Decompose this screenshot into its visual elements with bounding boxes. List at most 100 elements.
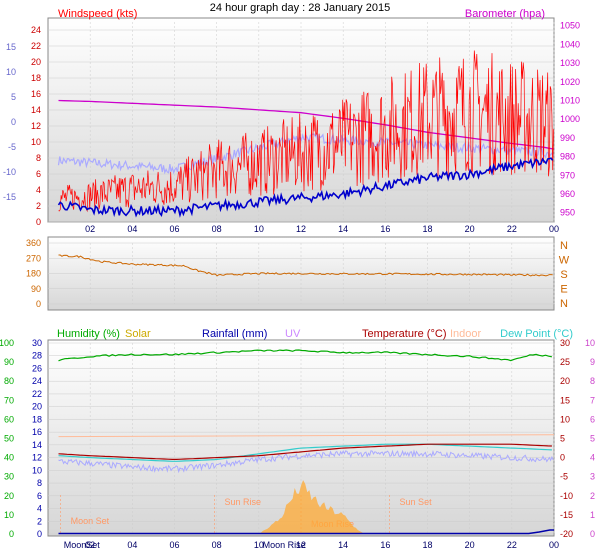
x-tick-label: 18 [422,224,432,234]
direction-tick-label: 270 [26,253,41,263]
uv-tick-label: 6 [590,414,595,424]
temp-tick-label: -10 [560,491,573,501]
rainfall-tick-label: 30 [32,338,42,348]
rainfall-tick-label: 10 [32,465,42,475]
rainfall-tick-label: 28 [32,351,42,361]
barometer-label: Barometer (hpa) [465,8,545,20]
humidity-tick-label: 90 [4,357,14,367]
uv-tick-label: 5 [590,434,595,444]
humidity-tick-label: 30 [4,472,14,482]
rainfall-tick-label: 26 [32,363,42,373]
x-tick-label: 08 [212,540,222,550]
rainfall-tick-label: 2 [37,516,42,526]
uv-tick-label: 10 [585,338,595,348]
x-tick-label: 00 [549,224,559,234]
uv-tick-label: 8 [590,376,595,386]
windspeed-series [58,50,554,213]
event-label: Sun Rise [225,497,262,507]
barometer-tick-label: 970 [560,170,575,180]
wind-tick-label: 18 [31,73,41,83]
alt-tick-label: -15 [3,192,16,202]
x-tick-label: 08 [212,224,222,234]
x-tick-label: 06 [169,224,179,234]
solar-area [258,480,365,534]
rainfall-tick-label: 14 [32,440,42,450]
wind-tick-label: 2 [36,201,41,211]
direction-tick-label: 90 [31,284,41,294]
chart-title: 24 hour graph day : 28 January 2015 [210,2,390,14]
x-tick-label: 02 [85,224,95,234]
x-tick-label: 18 [422,540,432,550]
temperature-series [58,443,552,460]
compass-label: N [560,240,568,252]
rainfall-series [58,529,554,535]
direction-series [58,254,553,277]
x-tick-label: 00 [549,540,559,550]
barometer-tick-label: 1030 [560,58,580,68]
wind-tick-label: 14 [31,105,41,115]
x-tick-label: 14 [338,224,348,234]
temp-tick-label: 30 [560,338,570,348]
barometer-series [58,99,555,150]
wind-tick-label: 8 [36,153,41,163]
barometer-tick-label: 950 [560,208,575,218]
wind-tick-label: 6 [36,169,41,179]
moonrise-axis-label: Moon Rise [263,540,306,550]
humidity-tick-label: 70 [4,395,14,405]
wind-series [57,50,555,218]
rainfall-tick-label: 4 [37,504,42,514]
direction-tick-label: 180 [26,269,41,279]
alt-tick-label: 5 [11,92,16,102]
humidity-tick-label: 10 [4,510,14,520]
temp-tick-label: 15 [560,395,570,405]
indoor-series [58,434,555,438]
barometer-tick-label: 960 [560,189,575,199]
compass-label: N [560,298,568,310]
rainfall-tick-label: 6 [37,491,42,501]
barometer-tick-label: 980 [560,152,575,162]
x-tick-label: 20 [465,224,475,234]
x-tick-label: 04 [127,540,137,550]
rainfall-tick-label: 12 [32,453,42,463]
x-tick-label: 12 [296,540,306,550]
alt-tick-label: 0 [11,117,16,127]
rainfall-tick-label: 0 [37,529,42,539]
x-tick-label: 20 [465,540,475,550]
wind-tick-label: 0 [36,217,41,227]
barometer-tick-label: 1040 [560,39,580,49]
barometer-tick-label: 990 [560,133,575,143]
humidity-label: Humidity (%) [57,328,120,340]
direction-tick-label: 360 [26,238,41,248]
humidity-tick-label: 80 [4,376,14,386]
rainfall-tick-label: 22 [32,389,42,399]
alt-tick-label: -5 [8,142,16,152]
rainfall-tick-label: 20 [32,402,42,412]
temp-tick-label: 0 [560,453,565,463]
compass-label: S [560,269,567,281]
dewpoint-series [58,443,552,462]
humidity-tick-label: 60 [4,414,14,424]
wind-tick-label: 4 [36,185,41,195]
alt-tick-label: 15 [6,42,16,52]
wind-tick-label: 22 [31,41,41,51]
compass-label: W [559,255,570,267]
uv-tick-label: 3 [590,472,595,482]
direction-series [58,254,553,277]
uv-tick-label: 4 [590,453,595,463]
barometer-tick-label: 1050 [560,21,580,31]
apparent-temp-series [58,449,554,474]
x-tick-label: 22 [507,540,517,550]
barometer-tick-label: 1020 [560,77,580,87]
temp-tick-label: 10 [560,414,570,424]
humidity-tick-label: 50 [4,434,14,444]
event-label: Moon Set [71,516,110,526]
temp-series [58,349,555,535]
temp-tick-label: -20 [560,529,573,539]
uv-tick-label: 7 [590,395,595,405]
compass-label: E [560,284,567,296]
temp-tick-label: -5 [560,472,568,482]
rainfall-label: Rainfall (mm) [202,328,267,340]
direction-tick-label: 0 [36,299,41,309]
temp-tick-label: 5 [560,434,565,444]
